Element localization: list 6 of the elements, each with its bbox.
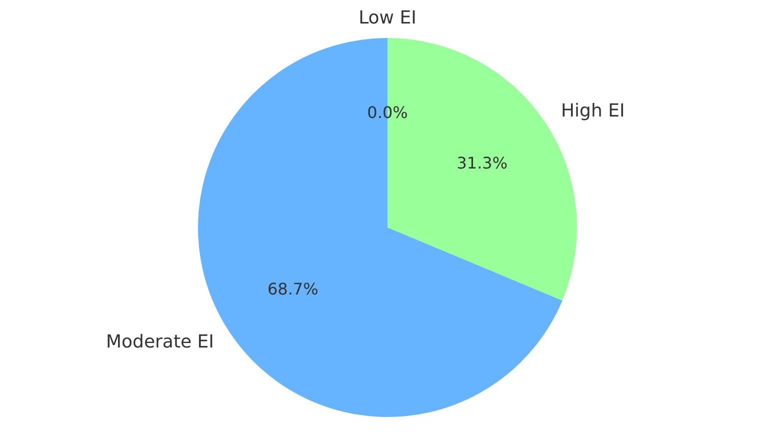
text: 0.0% xyxy=(367,102,408,122)
category-label: Low EI xyxy=(358,8,416,29)
data-label: 31.3% xyxy=(456,154,508,173)
slice-label: High EI xyxy=(561,100,625,122)
slice-label: Moderate EI xyxy=(106,332,214,353)
data-label: 68.7% xyxy=(267,280,318,299)
